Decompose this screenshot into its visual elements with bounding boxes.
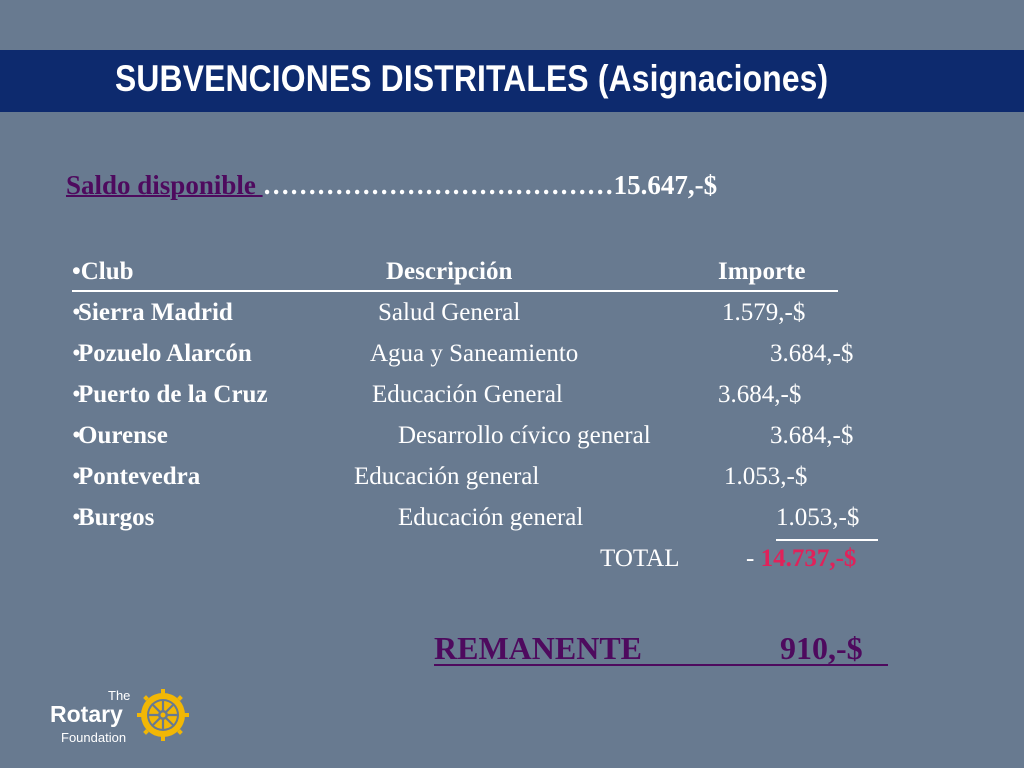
total-amount: 14.737,-$ [760, 545, 857, 572]
subtotal-underline [776, 539, 878, 541]
rotary-wheel-icon [137, 689, 189, 741]
header-underline [72, 290, 838, 292]
table-row: • Burgos Educación general 1.053,-$ [0, 504, 1024, 538]
row-bullet: • [72, 504, 81, 531]
row-importe: 3.684,-$ [770, 422, 854, 449]
table-row: • Pozuelo Alarcón Agua y Saneamiento 3.6… [0, 340, 1024, 374]
saldo-dots: ………………………………… [262, 170, 614, 200]
logo-foundation: Foundation [61, 730, 127, 745]
row-club: Pontevedra [78, 463, 201, 490]
row-descripcion: Educación general [354, 463, 540, 490]
row-descripcion: Educación general [398, 504, 584, 531]
row-club: Ourense [78, 422, 168, 449]
row-club: Burgos [78, 504, 155, 531]
row-descripcion: Educación General [372, 381, 563, 408]
slide-title: SUBVENCIONES DISTRITALES (Asignaciones) [115, 58, 829, 99]
rotary-foundation-logo: The Rotary Foundation [50, 688, 200, 748]
row-descripcion: Desarrollo cívico general [398, 422, 651, 449]
total-prefix: - [746, 545, 761, 572]
row-club: Pozuelo Alarcón [78, 340, 252, 367]
row-importe: 1.053,-$ [776, 504, 860, 531]
total-label: TOTAL [600, 545, 680, 572]
row-bullet: • [72, 299, 81, 326]
table-row: • Sierra Madrid Salud General 1.579,-$ [0, 299, 1024, 333]
saldo-disponible: Saldo disponible …………………………………15.647,-$ [66, 170, 717, 201]
saldo-label: Saldo disponible [66, 170, 263, 200]
row-bullet: • [72, 381, 81, 408]
table-row: • Puerto de la Cruz Educación General 3.… [0, 381, 1024, 415]
row-importe: 3.684,-$ [770, 340, 854, 367]
title-bar [0, 50, 1024, 112]
row-club: Sierra Madrid [78, 299, 233, 326]
row-bullet: • [72, 422, 81, 449]
logo-the: The [108, 688, 131, 703]
row-bullet: • [72, 340, 81, 367]
table-header: •Club Descripción Importe [0, 258, 1024, 292]
row-importe: 1.579,-$ [722, 299, 806, 326]
logo-rotary: Rotary [50, 701, 123, 727]
row-importe: 3.684,-$ [718, 381, 802, 408]
remanente-label: REMANENTE [434, 630, 643, 666]
table-row: • Pontevedra Educación general 1.053,-$ [0, 463, 1024, 497]
header-club: •Club [72, 258, 134, 285]
remanente: REMANENTE 910,-$ [434, 630, 888, 667]
remanente-underline [434, 664, 888, 666]
row-descripcion: Agua y Saneamiento [370, 340, 579, 367]
total-value: - 14.737,-$ [746, 545, 856, 573]
header-descripcion: Descripción [386, 258, 513, 285]
row-importe: 1.053,-$ [724, 463, 808, 490]
header-importe: Importe [718, 258, 806, 285]
saldo-amount: 15.647,-$ [613, 170, 718, 200]
row-club: Puerto de la Cruz [78, 381, 268, 408]
row-descripcion: Salud General [378, 299, 521, 326]
remanente-value: 910,-$ [780, 630, 863, 666]
row-bullet: • [72, 463, 81, 490]
table-row: • Ourense Desarrollo cívico general 3.68… [0, 422, 1024, 456]
